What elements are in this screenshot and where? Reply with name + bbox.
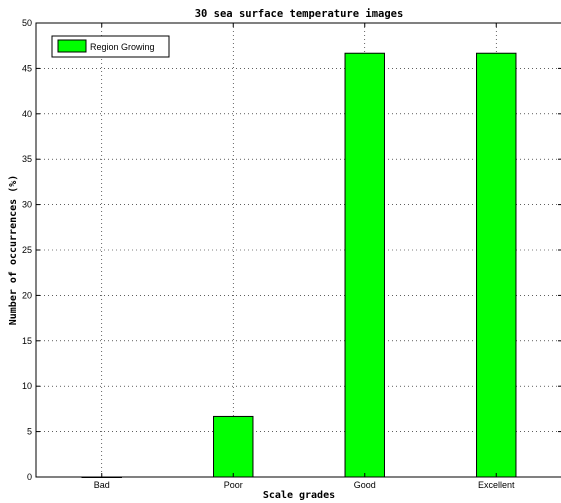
ticks-layer: 0 5 10 15 20 25 30 35 40 45 50 Bad Poor Good Excellent <box>22 18 561 490</box>
y-tick-label: 25 <box>22 245 32 255</box>
y-tick-label: 15 <box>22 336 32 346</box>
y-tick-label: 0 <box>27 472 32 482</box>
bar-poor <box>213 415 254 478</box>
legend: Region Growing <box>51 35 170 58</box>
y-tick-label: 40 <box>22 109 32 119</box>
legend-label: Region Growing <box>90 42 155 52</box>
y-tick-label: 45 <box>22 63 32 73</box>
legend-swatch <box>57 39 87 53</box>
y-tick-label: 50 <box>22 18 32 28</box>
bar-good <box>344 52 385 478</box>
y-tick-label: 30 <box>22 200 32 210</box>
y-axis-label: Number of occurrences (%) <box>8 175 19 326</box>
y-tick-label: 35 <box>22 154 32 164</box>
x-tick-label: Excellent <box>478 480 515 490</box>
x-tick-label: Bad <box>94 480 110 490</box>
y-tick-label: 20 <box>22 290 32 300</box>
y-tick-label: 5 <box>27 427 32 437</box>
x-axis-label: Scale grades <box>263 490 335 501</box>
x-tick-label: Poor <box>224 480 243 490</box>
y-tick-label: 10 <box>22 381 32 391</box>
bar-excellent <box>476 52 517 478</box>
bars-layer <box>81 52 517 478</box>
x-tick-label: Good <box>354 480 376 490</box>
chart-title: 30 sea surface temperature images <box>195 8 404 20</box>
